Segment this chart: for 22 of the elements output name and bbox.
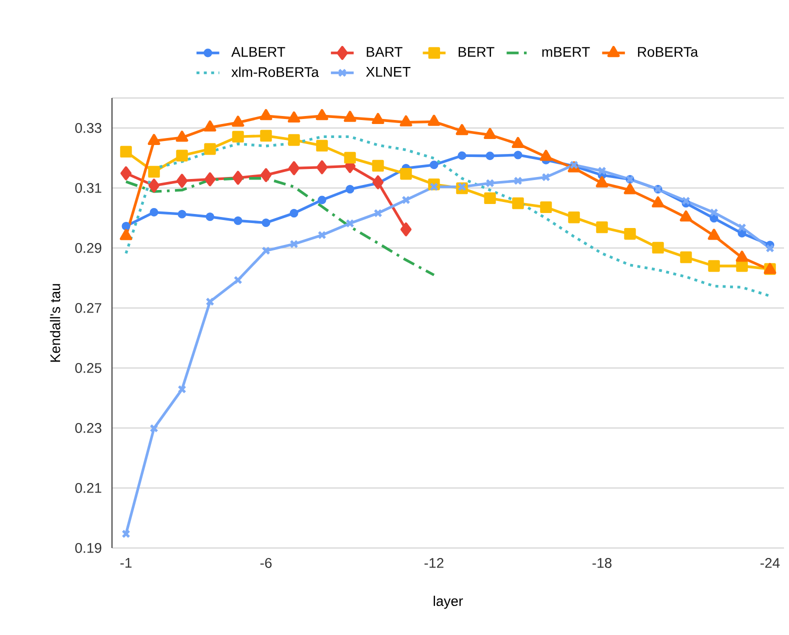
x-tick-label: -6 (260, 558, 272, 568)
legend-label: BERT (458, 47, 494, 57)
x-tick-label: -24 (760, 558, 780, 568)
y-tick-label: 0.29 (75, 243, 102, 253)
legend-label: xlm-RoBERTa (231, 66, 319, 78)
x-tick-label: -18 (592, 558, 612, 568)
y-axis-title: Kendall's tau (50, 284, 60, 362)
y-tick-label: 0.21 (75, 483, 102, 493)
legend-label: BART (366, 47, 402, 57)
y-tick-label: 0.25 (75, 363, 102, 373)
x-tick-label: -1 (120, 558, 132, 568)
x-tick-label: -12 (424, 558, 444, 568)
y-tick-label: 0.33 (75, 123, 102, 133)
y-tick-label: 0.31 (75, 183, 102, 193)
y-tick-label: 0.23 (75, 423, 102, 433)
x-axis-title: layer (434, 596, 463, 609)
y-tick-label: 0.19 (75, 543, 102, 553)
legend-label: mBERT (542, 47, 590, 57)
y-tick-label: 0.27 (75, 303, 102, 313)
legend-label: RoBERTa (638, 47, 698, 57)
legend-label: ALBERT (231, 47, 286, 57)
legend-label: XLNET (366, 67, 410, 77)
